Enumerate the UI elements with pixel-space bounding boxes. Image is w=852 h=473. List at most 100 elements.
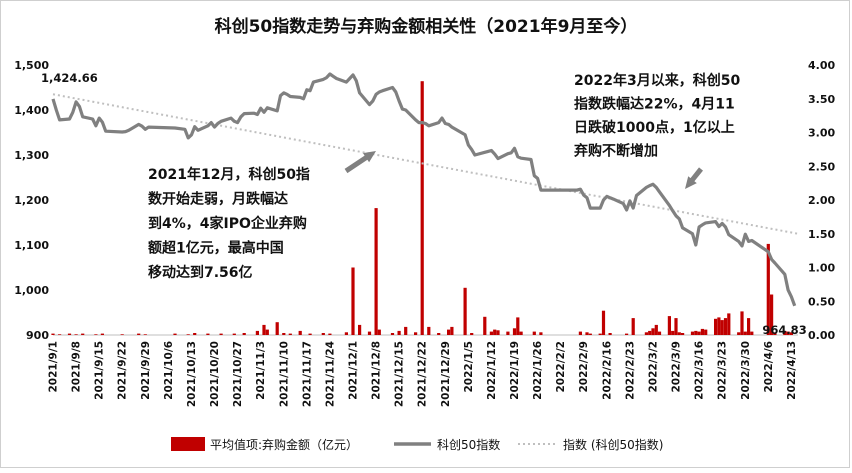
legend: 平均值项:弃购金额（亿元） 科创50指数 指数 (科创50指数) bbox=[171, 437, 663, 452]
bar bbox=[601, 310, 606, 335]
annotation-dec-2021: 2021年12月，科创50指 bbox=[148, 166, 310, 183]
bar bbox=[344, 332, 348, 335]
right-axis: 0.00 0.50 1.00 1.50 2.00 2.50 3.00 3.50 4.00 bbox=[808, 59, 835, 342]
x-tick-label: 2021/12/8 bbox=[371, 341, 383, 400]
bar bbox=[173, 333, 177, 335]
index-line bbox=[51, 72, 797, 307]
bar bbox=[193, 333, 197, 335]
x-axis: 2021/9/1 2021/9/8 2021/9/15 2021/9/22 2021/9… bbox=[48, 341, 798, 407]
x-tick-label: 2022/1/26 bbox=[532, 341, 544, 400]
x-tick-label: 2021/9/22 bbox=[117, 341, 129, 400]
bar bbox=[625, 333, 629, 335]
bar bbox=[677, 332, 681, 335]
x-tick-label: 2021/10/6 bbox=[163, 341, 175, 400]
x-tick-label: 2022/2/16 bbox=[601, 341, 613, 400]
bar bbox=[367, 331, 372, 335]
bar bbox=[519, 331, 523, 335]
bar bbox=[377, 329, 381, 335]
bar bbox=[390, 333, 395, 335]
right-tick-label: 4.00 bbox=[808, 59, 835, 72]
annotation-mar-2022: 指数跌幅达22%，4月11 bbox=[574, 96, 735, 113]
legend-bar-swatch bbox=[171, 437, 205, 451]
x-tick-label: 2021/12/22 bbox=[417, 341, 429, 407]
x-tick-label: 2021/12/1 bbox=[348, 341, 360, 400]
bar bbox=[483, 316, 487, 335]
left-axis: 900 1,000 1,100 1,200 1,300 1,400 1,500 bbox=[14, 59, 49, 342]
bar bbox=[255, 330, 259, 335]
bar bbox=[704, 329, 708, 335]
bar bbox=[137, 333, 141, 335]
annotations: 2021年12月，科创50指数开始走弱，月跌幅达到4%，4家IPO企业弃购额超1… bbox=[148, 72, 740, 281]
annotation-dec-2021: 移动达到7.56亿 bbox=[148, 264, 253, 281]
bar bbox=[532, 331, 536, 335]
chart-title: 科创50指数走势与弃购金额相关性（2021年9月至今） bbox=[215, 16, 638, 37]
x-tick-label: 2022/1/19 bbox=[509, 341, 521, 400]
bar bbox=[644, 332, 648, 335]
legend-line-label: 科创50指数 bbox=[437, 437, 500, 452]
annotation-dec-2021: 额超1亿元，最高中国 bbox=[148, 240, 284, 257]
x-tick-label: 2021/10/27 bbox=[232, 341, 244, 407]
bar bbox=[723, 318, 728, 335]
bar bbox=[578, 331, 582, 335]
bar bbox=[58, 334, 62, 335]
right-tick-label: 2.00 bbox=[808, 194, 835, 207]
x-tick-label: 2022/3/30 bbox=[740, 341, 752, 400]
x-tick-label: 2022/1/5 bbox=[463, 341, 475, 393]
left-tick-label: 1,100 bbox=[14, 239, 49, 252]
trendline bbox=[52, 93, 799, 235]
bar bbox=[512, 328, 517, 336]
bar bbox=[786, 331, 790, 335]
bar bbox=[51, 333, 55, 335]
bar bbox=[694, 330, 698, 335]
bar bbox=[282, 333, 286, 335]
bar bbox=[773, 332, 777, 335]
x-tick-label: 2022/4/13 bbox=[786, 341, 798, 400]
right-tick-label: 0.50 bbox=[808, 295, 835, 308]
start-value-label: 1,424.66 bbox=[41, 71, 98, 85]
data-labels: 1,424.66 964.83 bbox=[41, 71, 807, 337]
bar bbox=[750, 331, 754, 335]
annotation-dec-2021: 到4%，4家IPO企业弃购 bbox=[148, 215, 307, 232]
bar bbox=[321, 333, 325, 335]
x-tick-label: 2021/11/17 bbox=[301, 341, 313, 407]
bar bbox=[697, 331, 701, 335]
x-tick-label: 2021/11/10 bbox=[278, 341, 290, 407]
bar bbox=[766, 243, 770, 335]
bar bbox=[420, 81, 424, 335]
bar bbox=[770, 294, 774, 335]
bar bbox=[598, 333, 602, 335]
line-series bbox=[51, 72, 797, 307]
bar bbox=[489, 331, 493, 335]
bar bbox=[651, 328, 655, 336]
bar bbox=[450, 326, 454, 335]
left-tick-label: 1,300 bbox=[14, 149, 49, 162]
x-tick-label: 2022/2/9 bbox=[578, 341, 590, 393]
x-tick-label: 2022/3/9 bbox=[671, 341, 683, 393]
bar bbox=[298, 330, 302, 335]
x-tick-label: 2022/3/16 bbox=[694, 341, 706, 400]
bar bbox=[67, 333, 72, 335]
x-tick-label: 2021/9/1 bbox=[48, 341, 60, 393]
right-tick-label: 2.50 bbox=[808, 160, 835, 173]
annotation-mar-2022: 2022年3月以来，科创50 bbox=[574, 72, 740, 89]
right-tick-label: 3.50 bbox=[808, 93, 835, 106]
bar bbox=[727, 313, 731, 335]
x-tick-label: 2021/11/24 bbox=[324, 341, 336, 407]
left-tick-label: 1,500 bbox=[14, 59, 49, 72]
left-tick-label: 1,200 bbox=[14, 194, 49, 207]
x-tick-label: 2021/12/29 bbox=[440, 341, 452, 407]
bar bbox=[242, 333, 246, 335]
bar-series bbox=[51, 81, 793, 336]
x-tick-label: 2022/4/6 bbox=[763, 341, 775, 393]
bar bbox=[747, 318, 751, 335]
bar bbox=[143, 334, 147, 335]
right-tick-label: 1.50 bbox=[808, 228, 835, 241]
bar bbox=[539, 332, 543, 335]
left-tick-label: 900 bbox=[26, 329, 49, 342]
bar bbox=[681, 333, 685, 335]
bar bbox=[470, 333, 474, 335]
x-tick-label: 2022/3/23 bbox=[717, 341, 729, 400]
bar bbox=[740, 311, 744, 335]
bar bbox=[667, 316, 671, 335]
bar bbox=[671, 330, 675, 335]
